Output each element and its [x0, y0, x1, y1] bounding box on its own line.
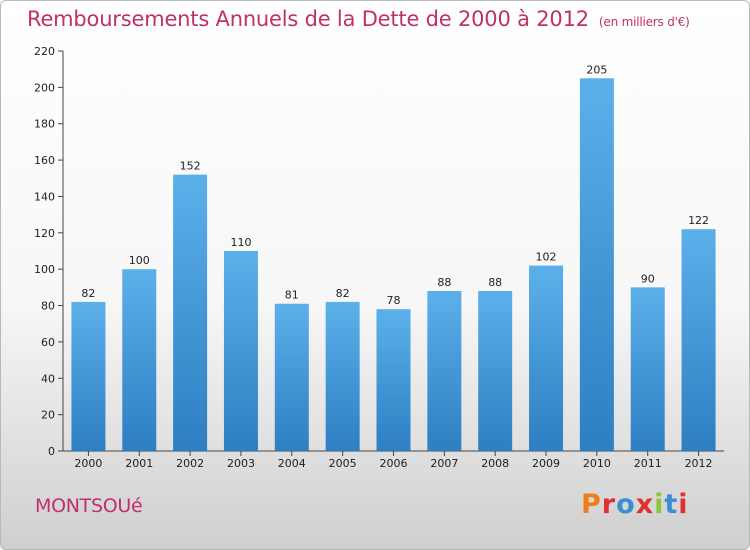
data-label-2003: 110	[230, 236, 251, 249]
y-tick-label: 120	[34, 227, 55, 240]
logo-letter: t	[664, 489, 679, 520]
logo-letter: o	[616, 489, 636, 520]
y-tick-label: 60	[41, 336, 55, 349]
x-tick-label: 2009	[532, 457, 560, 470]
bar-2002	[173, 174, 208, 452]
bar-2005	[325, 301, 360, 451]
bar-2012	[681, 229, 716, 451]
data-label-2007: 88	[437, 276, 451, 289]
data-label-2012: 122	[688, 214, 709, 227]
logo-letter: P	[581, 489, 602, 520]
y-tick-label: 140	[34, 190, 55, 203]
logo-letter: i	[678, 489, 689, 520]
bar-2003	[223, 251, 258, 451]
bar-2011	[630, 287, 665, 451]
bar-2009	[529, 265, 564, 451]
logo-letter: x	[635, 489, 655, 520]
bar-2006	[376, 309, 411, 451]
bar-2010	[579, 78, 614, 451]
data-label-2004: 81	[285, 289, 299, 302]
x-tick-label: 2003	[227, 457, 255, 470]
data-label-2009: 102	[536, 251, 557, 264]
chart-subtitle: (en milliers d'€)	[598, 15, 690, 29]
logo-letter: i	[654, 489, 665, 520]
y-tick-label: 0	[48, 445, 55, 458]
x-tick-label: 2011	[634, 457, 662, 470]
y-tick-label: 160	[34, 154, 55, 167]
x-tick-label: 2008	[481, 457, 509, 470]
logo-letter: r	[601, 489, 617, 520]
data-label-2006: 78	[387, 294, 401, 307]
data-label-2010: 205	[586, 63, 607, 76]
x-tick-label: 2000	[74, 457, 102, 470]
chart-title: Remboursements Annuels de la Dette de 20…	[27, 7, 690, 31]
x-tick-label: 2007	[430, 457, 458, 470]
data-label-2001: 100	[129, 254, 150, 267]
proxiti-logo[interactable]: Proxiti	[581, 489, 689, 520]
bar-2008	[478, 291, 513, 451]
data-label-2000: 82	[81, 287, 95, 300]
y-tick-label: 80	[41, 300, 55, 313]
x-tick-label: 2012	[685, 457, 713, 470]
bars	[71, 78, 716, 452]
x-tick-label: 2001	[125, 457, 153, 470]
chart-title-text: Remboursements Annuels de la Dette de 20…	[27, 7, 589, 31]
y-tick-label: 200	[34, 81, 55, 94]
commune-name: MONTSOUé	[35, 495, 143, 517]
x-tick-label: 2002	[176, 457, 204, 470]
bar-2000	[71, 301, 106, 451]
data-label-2005: 82	[336, 287, 350, 300]
data-labels: 82 100 152 110 81 82 78 88 88 102 205 90 122	[81, 63, 709, 307]
x-tick-label: 2004	[278, 457, 306, 470]
bar-2007	[427, 291, 462, 451]
data-label-2011: 90	[641, 272, 655, 285]
y-tick-label: 180	[34, 118, 55, 131]
y-axis: 0 20 40 60 80 100 120 140 160 180 200 220	[34, 45, 64, 458]
data-label-2008: 88	[488, 276, 502, 289]
bar-2004	[274, 303, 309, 451]
y-tick-label: 40	[41, 372, 55, 385]
x-tick-label: 2006	[380, 457, 408, 470]
x-tick-label: 2010	[583, 457, 611, 470]
x-axis: 2000 2001 2002 2003 2004 2005 2006 2007 2008 2009…	[63, 450, 724, 470]
y-tick-label: 100	[34, 263, 55, 276]
bar-2001	[122, 269, 157, 451]
y-tick-label: 20	[41, 409, 55, 422]
y-tick-label: 220	[34, 45, 55, 58]
x-tick-label: 2005	[329, 457, 357, 470]
data-label-2002: 152	[180, 160, 201, 173]
